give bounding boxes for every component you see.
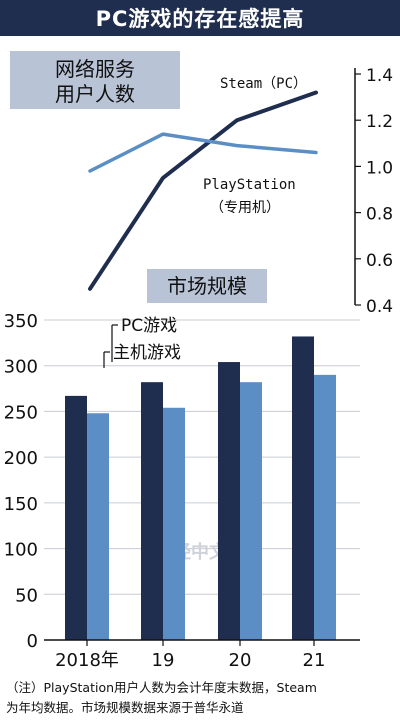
- line-chart: 网络服务 用户人数 1.4 1.2 1.0 0.8 0.6 0.4 Steam（PC） P…: [10, 51, 393, 317]
- bar-chart-label-box: [147, 269, 267, 303]
- playstation-line: [88, 132, 318, 173]
- line-y-tick-label: 1.2: [366, 112, 393, 132]
- bar-y-tick-label: 0: [27, 631, 38, 652]
- bar-category-label: 20: [229, 650, 252, 671]
- console-game-bar: [163, 407, 185, 640]
- bar-y-tick-label: 150: [4, 494, 38, 515]
- pc-legend-label: PC游戏: [121, 316, 177, 336]
- footnote-line-2: 为年均数据。市场规模数据来源于普华永道: [6, 700, 244, 715]
- bar-y-tick-label: 350: [4, 311, 38, 332]
- bar-category-label: 21: [303, 650, 326, 671]
- line-y-tick-label: 0.6: [366, 251, 393, 271]
- bar-category-label: 19: [152, 650, 175, 671]
- line-chart-title-1: 网络服务: [55, 57, 135, 81]
- footnote: （注）PlayStation用户人数为会计年度末数据，Steam 为年均数据。市…: [6, 678, 398, 718]
- bar-y-tick-label: 200: [4, 448, 38, 469]
- line-chart-title-2: 用户人数: [55, 82, 135, 106]
- bar-y-tick-label: 100: [4, 540, 38, 561]
- line-y-tick-label: 1.0: [366, 158, 393, 178]
- console-game-bar: [240, 382, 262, 640]
- steam-series-label: Steam（PC）: [220, 76, 307, 92]
- console-game-bar: [87, 413, 109, 640]
- bar-y-tick-label: 300: [4, 357, 38, 378]
- console-legend-label: 主机游戏: [113, 343, 181, 363]
- line-y-tick-label: 0.8: [366, 205, 393, 225]
- footnote-line-1: （注）PlayStation用户人数为会计年度末数据，Steam: [6, 680, 317, 695]
- line-chart-label-box: [10, 51, 180, 109]
- line-y-tick-label: 1.4: [366, 66, 393, 86]
- pc-game-bar: [218, 362, 240, 640]
- line-y-tick-label: 0.4: [366, 297, 393, 317]
- chart-title: PC游戏的存在感提高: [0, 0, 400, 36]
- bar-chart-title: 市场规模: [167, 274, 247, 298]
- steam-line: [88, 90, 318, 291]
- bar-category-label: 2018年: [55, 650, 119, 671]
- pc-game-bar: [141, 382, 163, 640]
- playstation-series-label-2: （专用机）: [210, 200, 280, 216]
- console-game-bar: [314, 374, 336, 640]
- playstation-series-label-1: PlayStation: [203, 177, 296, 193]
- pc-game-bar: [292, 336, 314, 640]
- bar-y-tick-label: 250: [4, 402, 38, 423]
- bar-y-tick-label: 50: [15, 585, 38, 606]
- pc-game-bar: [65, 395, 87, 640]
